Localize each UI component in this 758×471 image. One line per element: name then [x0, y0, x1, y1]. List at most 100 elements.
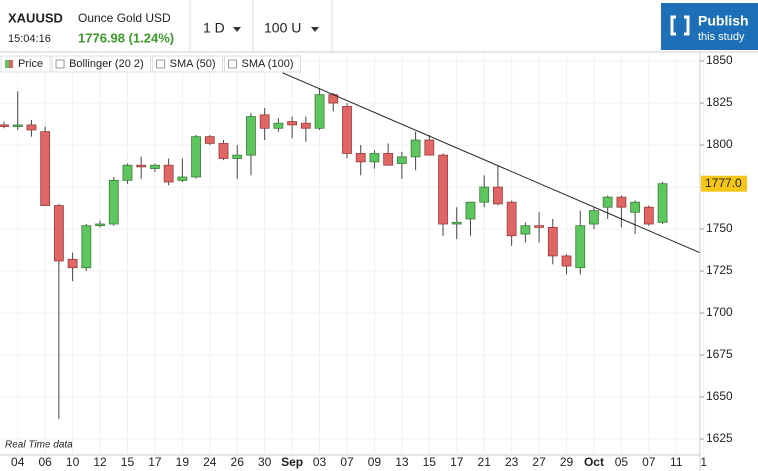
- candle-body: [410, 139, 421, 158]
- x-tick-label: 15: [121, 455, 135, 469]
- candle-body: [561, 255, 572, 267]
- y-tick-label: 1825: [706, 95, 733, 109]
- candle-body: [424, 139, 435, 156]
- legend-swatch: [5, 60, 9, 68]
- candle-body: [95, 223, 105, 227]
- legend-item[interactable]: SMA (50): [152, 55, 224, 73]
- candle-body: [246, 116, 256, 156]
- x-tick-label: 29: [560, 455, 574, 469]
- legend-item[interactable]: Bollinger (20 2): [51, 55, 152, 73]
- legend-item[interactable]: Price: [0, 55, 51, 73]
- x-tick-label: 17: [450, 455, 464, 469]
- interval-dropdown[interactable]: 1 D: [203, 20, 241, 36]
- candle-body: [108, 179, 119, 225]
- candle-body: [232, 154, 243, 159]
- candle-body: [589, 210, 599, 225]
- legend-label: SMA (50): [170, 58, 216, 70]
- x-tick-label: 07: [642, 455, 656, 469]
- legend-item[interactable]: SMA (100): [224, 55, 301, 73]
- candle-body: [643, 206, 654, 225]
- legend: Price Bollinger (20 2) SMA (50) SMA (100): [0, 55, 301, 73]
- y-tick-label: 1800: [706, 137, 733, 151]
- candle-body: [355, 153, 366, 163]
- candle-body: [657, 183, 668, 223]
- candle-body: [547, 226, 558, 257]
- y-tick-label: 1850: [706, 53, 733, 67]
- x-tick-label: 19: [176, 455, 190, 469]
- publish-label[interactable]: Publish: [698, 13, 749, 29]
- x-tick-label: 17: [148, 455, 162, 469]
- x-tick-label: 26: [231, 455, 245, 469]
- trendline: [282, 72, 700, 254]
- candle-body: [259, 114, 270, 129]
- candle-body: [53, 205, 64, 262]
- price-change: 1776.98 (1.24%): [78, 30, 174, 45]
- time: 15:04:16: [8, 33, 51, 45]
- candle-body: [506, 201, 517, 237]
- publish-button[interactable]: Publish this study: [661, 3, 758, 50]
- y-tick-label: 1700: [706, 305, 733, 319]
- x-tick-label: 10: [66, 455, 80, 469]
- candle-body: [150, 164, 160, 169]
- x-tick-label: 1: [700, 455, 707, 469]
- candle-body: [314, 94, 325, 129]
- instrument-name: Ounce Gold USD: [78, 11, 171, 25]
- publish-sub[interactable]: this study: [698, 31, 745, 43]
- footnote: Real Time data: [5, 440, 73, 451]
- x-tick-label: 06: [38, 455, 52, 469]
- candle-body: [218, 142, 229, 159]
- candle-body: [451, 221, 462, 225]
- y-tick-label: 1750: [706, 221, 733, 235]
- candle-body: [369, 153, 380, 163]
- x-tick-label: 09: [368, 455, 382, 469]
- x-tick-label: 24: [203, 455, 217, 469]
- candle-body: [520, 225, 531, 235]
- candle-body: [122, 164, 133, 181]
- y-tick-label: 1725: [706, 263, 733, 277]
- legend-bg: [0, 55, 51, 73]
- x-tick-label: 23: [505, 455, 519, 469]
- symbol: XAUUSD: [8, 10, 63, 25]
- legend-swatch: [55, 59, 65, 69]
- candle-body: [287, 121, 298, 126]
- interval[interactable]: 1 D: [203, 20, 225, 36]
- x-tick-label: 05: [615, 455, 629, 469]
- bars[interactable]: 100 U: [264, 20, 301, 36]
- plot-area: [0, 52, 705, 455]
- last-price-label: 1777.0: [705, 176, 742, 190]
- candle-body: [67, 258, 78, 269]
- legend-bg: [152, 55, 224, 73]
- publish-bg[interactable]: [661, 3, 758, 50]
- candle-body: [204, 136, 215, 144]
- y-tick-label: 1650: [706, 389, 733, 403]
- x-tick-label: 12: [93, 455, 107, 469]
- candle-body: [300, 122, 311, 129]
- legend-label: Bollinger (20 2): [69, 58, 144, 70]
- legend-label: Price: [18, 58, 43, 70]
- candle-body: [534, 225, 544, 228]
- candle-body: [396, 156, 407, 164]
- bars-dropdown[interactable]: 100 U: [264, 20, 319, 36]
- candle-body: [602, 196, 613, 208]
- candle-body: [40, 131, 51, 206]
- candle-body: [383, 153, 394, 166]
- x-tick-label: 03: [313, 455, 327, 469]
- legend-bg: [224, 55, 301, 73]
- candle-body: [616, 196, 627, 208]
- candle-body: [12, 124, 23, 127]
- x-tick-label: 15: [423, 455, 437, 469]
- x-tick-label: 04: [11, 455, 25, 469]
- candle-body: [438, 154, 448, 225]
- candle-body: [575, 225, 586, 269]
- legend-bg: [51, 55, 152, 73]
- y-tick-label: 1625: [706, 431, 733, 445]
- x-tick-label: 07: [340, 455, 354, 469]
- candle-body: [465, 201, 476, 220]
- legend-swatch: [9, 60, 13, 68]
- legend-swatch: [228, 59, 238, 69]
- x-tick-label: 21: [478, 455, 492, 469]
- candle-body: [273, 122, 284, 129]
- caret: [311, 27, 319, 32]
- x-tick-label: 11: [670, 455, 683, 469]
